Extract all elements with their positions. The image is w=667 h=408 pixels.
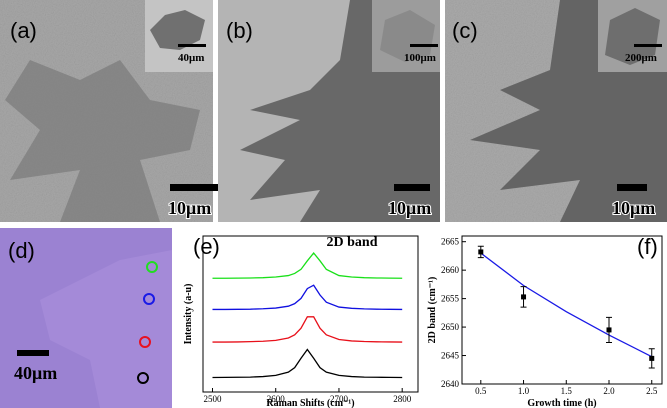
y-tick-label: 2660 [441,265,460,275]
scale-bar-label: 40μm [14,363,57,383]
panel-d: (d) 40μm [0,228,172,408]
panel-label: (a) [10,18,37,43]
chart-title: 2D band [327,235,378,250]
x-tick-label: 2.5 [646,386,658,396]
scale-bar [617,184,647,191]
y-tick-label: 2650 [441,322,460,332]
x-tick-label: 2500 [203,394,222,404]
panel-a: 40μm (a) 10μm [0,0,227,222]
panel-b: 100μm (b) 10μm [218,0,440,222]
scale-bar-label: 10μm [612,198,655,218]
plot-frame [203,236,418,392]
y-tick-label: 2665 [441,237,460,247]
panel-c: 200μm (c) 10μm [445,0,667,222]
panel-label: (c) [452,18,478,43]
y-tick-label: 2655 [441,294,460,304]
scale-bar-label: 200μm [625,52,657,64]
x-tick-label: 0.5 [475,386,487,396]
x-tick-label: 2800 [393,394,412,404]
figure: 40μm (a) 10μm 100μm (b) 10μm 200μm (c) 1… [0,0,667,408]
y-axis-label: Intensity (a-u) [183,284,194,345]
x-axis-label: Raman Shifts (cm⁻¹) [266,398,354,408]
panel-label: (b) [226,18,253,43]
scale-bar [394,184,430,191]
plot-frame [462,236,662,384]
y-tick-label: 2640 [441,379,460,389]
scale-bar-label: 100μm [404,52,436,64]
scale-bar [17,350,49,356]
data-point [649,356,654,361]
x-axis-label: Growth time (h) [527,398,596,408]
data-point [521,294,526,299]
scale-bar-label: 40μm [178,52,204,64]
y-axis-label: 2D band (cm⁻¹) [427,277,438,344]
scale-bar-label: 10μm [388,198,431,218]
x-tick-label: 1.5 [561,386,573,396]
x-tick-label: 2.0 [603,386,615,396]
panel-label: (d) [8,238,35,263]
x-tick-label: 1.0 [518,386,530,396]
y-tick-label: 2645 [441,351,460,361]
scale-bar [410,44,438,47]
data-point [607,327,612,332]
data-point [478,249,483,254]
panel-label: (f) [637,234,658,259]
scale-bar-label: 10μm [168,198,211,218]
scale-bar [178,44,206,47]
scale-bar [634,44,662,47]
panel-label: (e) [193,234,220,259]
